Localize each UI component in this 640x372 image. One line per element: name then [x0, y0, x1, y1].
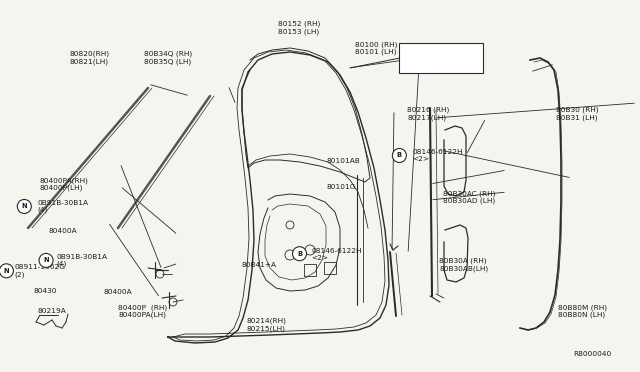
Text: 80B34Q (RH)
80B35Q (LH): 80B34Q (RH) 80B35Q (LH)	[144, 51, 192, 65]
Text: 80B30AC (RH)
80B30AD (LH): 80B30AC (RH) 80B30AD (LH)	[443, 190, 495, 204]
Circle shape	[17, 199, 31, 214]
Text: 80100 (RH)
80101 (LH): 80100 (RH) 80101 (LH)	[355, 41, 397, 55]
Text: B: B	[297, 251, 302, 257]
Text: B: B	[397, 153, 402, 158]
Text: 80B80M (RH)
80B80N (LH): 80B80M (RH) 80B80N (LH)	[558, 304, 607, 318]
Text: N: N	[22, 203, 27, 209]
Text: 80216 (RH)
80217(LH): 80216 (RH) 80217(LH)	[407, 106, 449, 121]
Text: 08911-1062G
(2): 08911-1062G (2)	[14, 264, 65, 278]
Text: 80820(RH)
80821(LH): 80820(RH) 80821(LH)	[69, 51, 109, 65]
Text: 80400A: 80400A	[104, 289, 132, 295]
Circle shape	[0, 264, 13, 278]
FancyBboxPatch shape	[399, 43, 483, 73]
Text: 80B30A (RH)
80B30AB(LH): 80B30A (RH) 80B30AB(LH)	[439, 258, 488, 272]
Text: R8000040: R8000040	[573, 351, 611, 357]
Text: 80101G: 80101G	[326, 184, 356, 190]
Text: N: N	[44, 257, 49, 263]
Text: 80B30 (RH)
80B31 (LH): 80B30 (RH) 80B31 (LH)	[556, 106, 598, 121]
Text: 80B41+A: 80B41+A	[242, 262, 277, 268]
Text: 08146-6122H
<2>: 08146-6122H <2>	[311, 248, 362, 262]
Text: 80101AB: 80101AB	[326, 158, 360, 164]
Text: 80400A: 80400A	[48, 228, 77, 234]
Text: N: N	[4, 268, 9, 274]
Text: 0B91B-30B1A
(4): 0B91B-30B1A (4)	[56, 254, 108, 267]
Text: 08146-6122H
<2>: 08146-6122H <2>	[412, 149, 463, 162]
Text: 0B91B-30B1A
(4): 0B91B-30B1A (4)	[37, 200, 88, 213]
Circle shape	[39, 253, 53, 267]
Circle shape	[392, 148, 406, 163]
Text: 80152 (RH)
80153 (LH): 80152 (RH) 80153 (LH)	[278, 21, 321, 35]
Circle shape	[292, 247, 307, 261]
Text: 80214(RH)
80215(LH): 80214(RH) 80215(LH)	[246, 317, 287, 331]
Text: 80400PA(RH)
80400P(LH): 80400PA(RH) 80400P(LH)	[40, 177, 89, 191]
Text: 80219A: 80219A	[37, 308, 66, 314]
Text: 80400P  (RH)
80400PA(LH): 80400P (RH) 80400PA(LH)	[118, 304, 168, 318]
Text: 80430: 80430	[33, 288, 57, 294]
